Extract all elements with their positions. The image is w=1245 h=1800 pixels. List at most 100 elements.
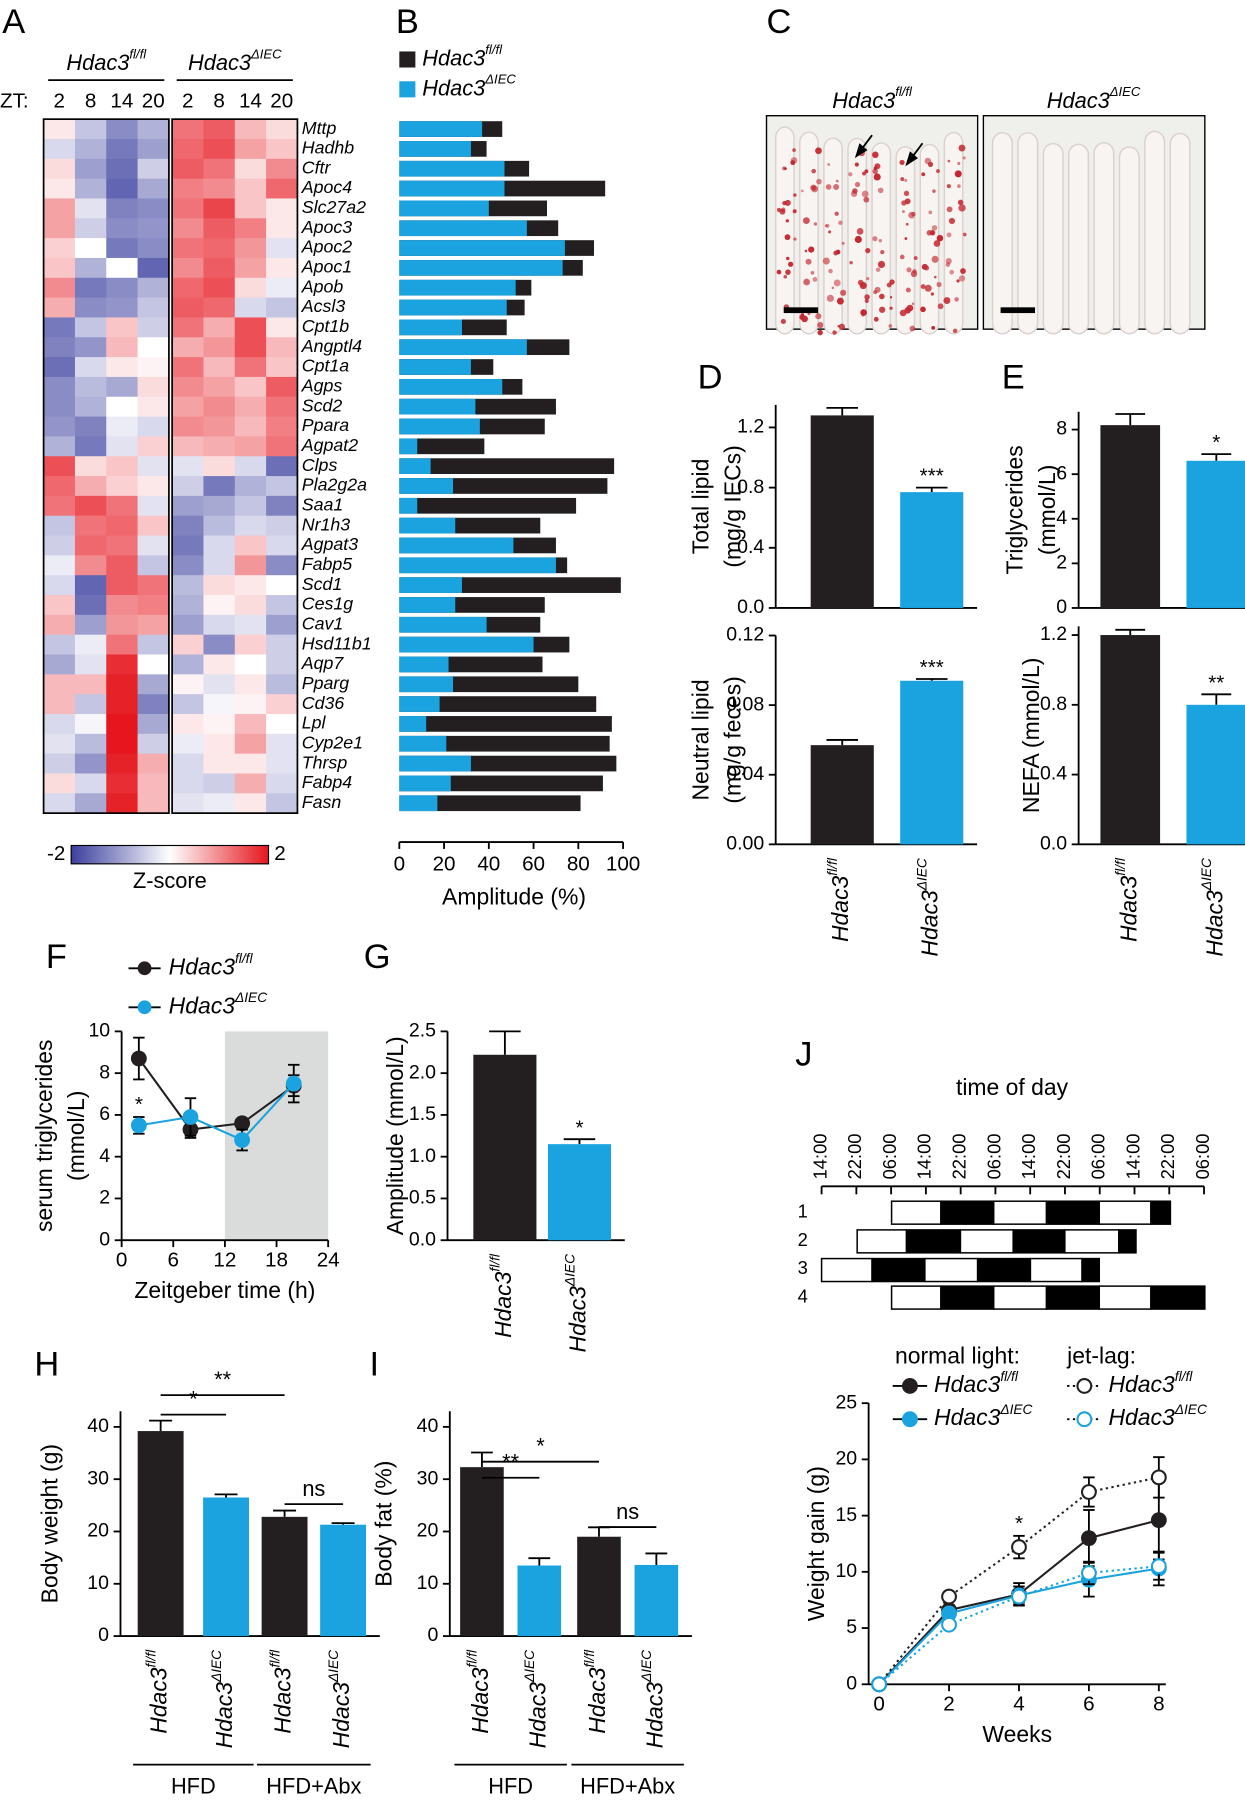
heatmap-cell	[172, 297, 205, 319]
lipid-droplet	[948, 217, 956, 225]
heatmap-cell	[43, 337, 76, 358]
x-tick-label: Hdac3ΔIEC	[209, 1650, 238, 1749]
significance-label: **	[1208, 671, 1224, 694]
schedule-tick-label: 06:00	[879, 1134, 900, 1180]
x-tick-label: 40	[477, 852, 500, 875]
data-point	[234, 1132, 251, 1148]
dark-block	[871, 1257, 926, 1283]
x-tick-label-sup: ΔIEC	[326, 1650, 341, 1683]
heatmap-cell	[234, 515, 267, 537]
gene-label: Pla2g2a	[302, 475, 367, 495]
legend-label: Hdac3fl/fl	[422, 42, 503, 70]
heatmap-cell	[234, 396, 267, 418]
amplitude-bar	[399, 696, 440, 712]
lipid-droplet	[936, 282, 942, 288]
lipid-droplet	[803, 278, 811, 286]
heatmap-cell	[106, 277, 139, 299]
heatmap-cell	[137, 495, 170, 517]
lipid-droplet	[790, 157, 798, 164]
heatmap-cell	[266, 694, 298, 715]
heatmap-cell	[43, 654, 76, 675]
y-tick-label: 0.12	[726, 624, 764, 646]
y-tick-label: 1.2	[737, 416, 764, 438]
group-label-base: Hdac3	[188, 50, 251, 75]
x-tick-label: 6	[1083, 1692, 1094, 1715]
panel-letter: I	[369, 1346, 379, 1384]
gene-label: Slc27a2	[302, 197, 366, 217]
dark-block	[905, 1229, 962, 1254]
heatmap-cell	[137, 416, 170, 437]
y-tick-label: 10	[835, 1560, 857, 1582]
heatmap-cell	[234, 257, 267, 279]
y-tick-label: 2	[99, 1187, 110, 1209]
y-tick-label: 4	[99, 1145, 110, 1167]
legend-label-base: Hdac3	[934, 1371, 1001, 1397]
x-tick-label-sup: ΔIEC	[562, 1254, 577, 1287]
lipid-droplet	[936, 169, 940, 174]
legend-title: normal light:	[895, 1342, 1020, 1368]
data-point	[130, 1050, 147, 1067]
image-label: Hdac3ΔIEC	[1047, 85, 1141, 113]
bar	[810, 415, 874, 608]
amplitude-bar	[399, 260, 563, 276]
gene-label: Thrsp	[302, 752, 348, 772]
heatmap-cell	[43, 535, 76, 556]
amplitude-bar	[399, 497, 418, 514]
heatmap-cell	[74, 456, 107, 477]
light-block	[1098, 1285, 1152, 1310]
gene-label: Cpt1a	[302, 356, 350, 376]
y-tick-label: 0.00	[726, 833, 764, 855]
x-tick-label: Hdac3fl/fl	[487, 1253, 516, 1338]
y-tick-label: 15	[835, 1504, 857, 1526]
heatmap-cell	[172, 456, 205, 477]
heatmap-cell	[266, 515, 298, 537]
heatmap-cell	[137, 138, 170, 160]
lipid-droplet	[889, 306, 893, 310]
heatmap-cell	[43, 436, 76, 457]
lipid-droplet	[954, 170, 962, 178]
lipid-droplet	[848, 172, 853, 177]
lipid-droplet	[826, 294, 835, 302]
heatmap-cell	[203, 198, 236, 219]
bar	[900, 492, 964, 608]
heatmap-cell	[137, 674, 170, 695]
heatmap-cell	[74, 674, 107, 695]
bar	[203, 1497, 249, 1637]
heatmap-cell	[172, 634, 205, 656]
heatmap-cell	[137, 595, 170, 616]
y-tick-label: 8	[99, 1061, 110, 1083]
schedule-row-label: 1	[798, 1201, 808, 1222]
amplitude-bar	[399, 220, 527, 237]
lipid-droplet	[800, 313, 805, 317]
heatmap-cell	[203, 218, 236, 239]
gene-label: Fabp4	[302, 772, 352, 792]
group-label-sup: ΔIEC	[250, 47, 282, 62]
heatmap-cell	[234, 476, 267, 497]
lipid-droplet	[822, 257, 830, 265]
x-tick-label-sup: fl/fl	[1113, 857, 1128, 876]
villus	[1017, 132, 1039, 335]
heatmap-cell	[266, 456, 298, 477]
data-point	[1011, 1539, 1027, 1556]
lipid-droplet	[813, 222, 818, 226]
lipid-droplet	[835, 179, 839, 183]
heatmap-cell	[234, 198, 267, 219]
colorbar-tick-label: -2	[47, 842, 65, 865]
bar	[1100, 635, 1161, 845]
heatmap-cell	[172, 317, 205, 338]
lipid-droplet	[810, 270, 815, 275]
heatmap-cell	[106, 218, 139, 239]
heatmap-cell	[234, 575, 267, 596]
heatmap-cell	[74, 436, 107, 457]
legend-label-sup: ΔIEC	[999, 1402, 1032, 1417]
lipid-droplet	[908, 211, 915, 219]
light-block	[820, 1257, 873, 1283]
amplitude-bar	[399, 577, 462, 593]
heatmap-cell	[106, 595, 139, 616]
heatmap-cell	[106, 257, 139, 279]
heatmap-cell	[266, 436, 298, 457]
data-point	[1080, 1565, 1097, 1581]
heatmap-cell	[74, 793, 107, 814]
amplitude-bar	[399, 398, 476, 415]
